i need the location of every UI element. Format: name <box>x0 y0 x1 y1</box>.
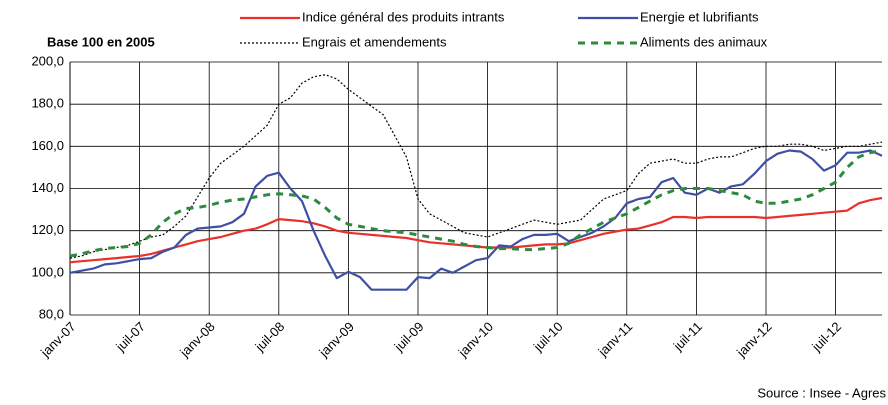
source-note: Source : Insee - Agres <box>757 385 886 400</box>
x-tick-label: juil-11 <box>670 319 705 354</box>
x-tick-label: janv-07 <box>37 319 78 360</box>
legend-label: Aliments des animaux <box>640 34 768 49</box>
y-tick-label: 80,0 <box>39 306 64 321</box>
y-tick-label: 200,0 <box>31 53 64 68</box>
legend-label: Energie et lubrifiants <box>640 9 759 24</box>
chart-subtitle: Base 100 en 2005 <box>47 34 155 49</box>
x-tick-label: juil-09 <box>391 319 427 355</box>
x-tick-label: juil-12 <box>808 319 844 355</box>
y-tick-label: 160,0 <box>31 138 64 153</box>
x-tick-label: juil-08 <box>252 319 288 355</box>
x-tick-label: janv-11 <box>595 319 636 360</box>
y-tick-label: 180,0 <box>31 96 64 111</box>
series-line <box>69 149 883 291</box>
y-tick-label: 140,0 <box>31 180 64 195</box>
legend-label: Indice général des produits intrants <box>302 9 505 24</box>
x-tick-label: janv-10 <box>455 319 496 360</box>
x-tick-label: janv-08 <box>176 319 217 360</box>
x-tick-label: janv-09 <box>315 319 356 360</box>
x-tick-label: juil-10 <box>530 319 566 355</box>
legend-label: Engrais et amendements <box>302 34 447 49</box>
series-line <box>69 149 883 258</box>
x-tick-label: janv-12 <box>733 319 774 360</box>
x-tick-label: juil-07 <box>112 319 148 355</box>
y-tick-label: 100,0 <box>31 264 64 279</box>
y-tick-label: 120,0 <box>31 222 64 237</box>
